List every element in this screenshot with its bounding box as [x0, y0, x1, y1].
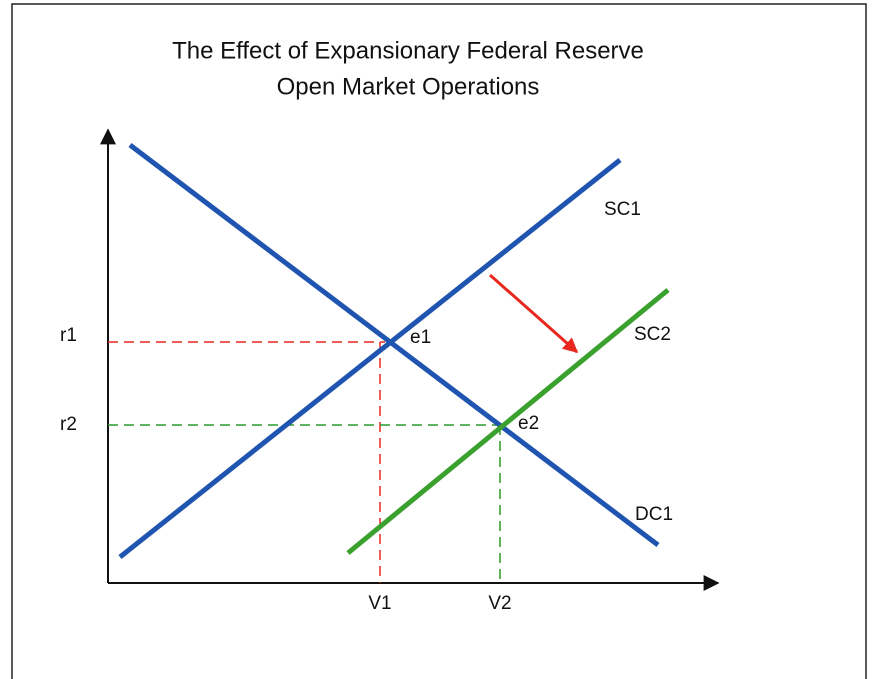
demand-curve: [128, 143, 660, 547]
curve-label: SC1: [604, 199, 641, 220]
supply-curve-shifted: [346, 288, 670, 555]
point-label: e1: [410, 327, 431, 348]
curve-label: DC1: [635, 504, 673, 525]
y-label: r1: [60, 325, 77, 346]
y-label: r2: [60, 414, 77, 435]
shift-arrow: [489, 273, 579, 354]
x-label: V1: [368, 593, 391, 614]
curve-label: SC2: [634, 324, 671, 345]
supply-curve: [118, 158, 622, 559]
frame: [11, 3, 867, 679]
point-label: e2: [518, 413, 539, 434]
title-line: The Effect of Expansionary Federal Reser…: [172, 37, 644, 64]
title-line: Open Market Operations: [277, 73, 540, 100]
x-label: V2: [488, 593, 511, 614]
